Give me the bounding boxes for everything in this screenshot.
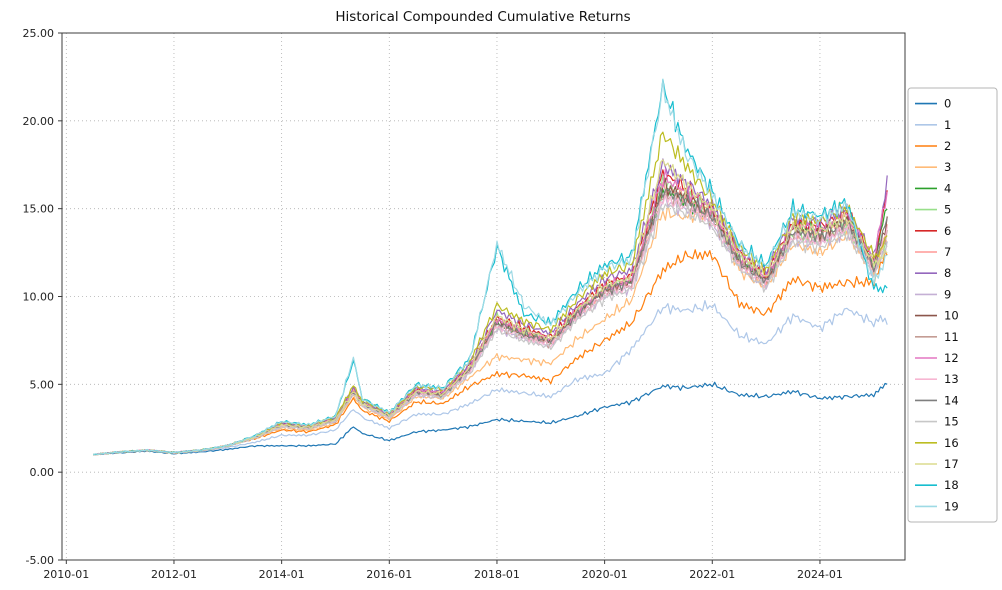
legend-item-8: 8 <box>915 266 951 280</box>
legend-item-11: 11 <box>915 330 959 344</box>
legend-item-label: 18 <box>944 478 959 492</box>
series-19-line <box>92 78 888 456</box>
legend-item-3: 3 <box>915 160 951 174</box>
legend-item-label: 1 <box>944 118 951 132</box>
legend-item-label: 12 <box>944 351 959 365</box>
legend-item-9: 9 <box>915 287 951 301</box>
legend-item-label: 15 <box>944 415 959 429</box>
x-tick-label: 2022-01 <box>689 568 735 581</box>
series-8-line <box>93 158 888 456</box>
y-tick-label: 25.00 <box>23 27 55 40</box>
series-12-line <box>93 168 888 456</box>
series-4-line <box>93 187 888 456</box>
legend-item-19: 19 <box>915 499 959 513</box>
y-tick-label: 0.00 <box>30 466 55 479</box>
legend-item-2: 2 <box>915 139 951 153</box>
y-tick-label: 5.00 <box>30 378 55 391</box>
series-9-line <box>93 194 888 456</box>
legend-item-7: 7 <box>915 245 951 259</box>
legend-item-18: 18 <box>915 478 959 492</box>
legend-item-1: 1 <box>915 118 951 132</box>
legend-item-label: 5 <box>944 203 951 217</box>
chart-title: Historical Compounded Cumulative Returns <box>335 9 630 25</box>
axes: -5.00 0.00 5.00 10.00 15.00 20.00 25.00 2010-01… <box>23 27 906 581</box>
legend-item-label: 10 <box>944 309 959 323</box>
series-16-line <box>93 131 888 456</box>
x-tick-label: 2018-01 <box>474 568 520 581</box>
legend-box <box>907 87 998 523</box>
legend-item-label: 11 <box>944 330 959 344</box>
x-tick-label: 2014-01 <box>259 568 305 581</box>
series-5-line <box>93 174 888 456</box>
series-0-line <box>93 381 888 456</box>
legend-item-label: 2 <box>944 139 951 153</box>
series-10-line <box>93 178 888 456</box>
series-1-line <box>93 300 888 456</box>
legend-item-12: 12 <box>915 351 959 365</box>
series-14-line <box>93 187 888 456</box>
x-tick-label: 2016-01 <box>366 568 412 581</box>
series-13-line <box>93 194 888 456</box>
series-18-line <box>93 78 888 456</box>
legend-item-label: 0 <box>944 97 951 111</box>
legend-item-15: 15 <box>915 415 959 429</box>
y-tick-label: 10.00 <box>23 291 55 304</box>
legend-item-17: 17 <box>915 457 959 471</box>
legend-item-label: 19 <box>944 499 959 513</box>
legend-item-label: 8 <box>944 266 951 280</box>
legend-item-10: 10 <box>915 309 959 323</box>
legend-item-label: 6 <box>944 224 951 238</box>
legend-item-4: 4 <box>915 181 951 195</box>
legend-item-6: 6 <box>915 224 951 238</box>
x-tick-label: 2024-01 <box>797 568 843 581</box>
legend-item-label: 7 <box>944 245 951 259</box>
y-tick-label: 15.00 <box>23 203 55 216</box>
legend-item-5: 5 <box>915 203 951 217</box>
series-lines <box>92 78 888 456</box>
legend-item-label: 3 <box>944 160 951 174</box>
legend-item-label: 14 <box>944 393 959 407</box>
y-tick-label: 20.00 <box>23 115 55 128</box>
legend-item-label: 16 <box>944 436 959 450</box>
plot-border <box>61 32 906 561</box>
series-6-line <box>93 169 888 456</box>
series-17-line <box>93 159 888 456</box>
x-tick-label: 2020-01 <box>582 568 628 581</box>
series-3-line <box>93 203 888 456</box>
series-15-line <box>93 203 888 456</box>
x-tick-label: 2010-01 <box>43 568 89 581</box>
x-tick-label: 2012-01 <box>151 568 197 581</box>
legend-item-13: 13 <box>915 372 959 386</box>
legend-item-label: 4 <box>944 181 951 195</box>
legend-item-0: 0 <box>915 97 951 111</box>
y-tick-label: -5.00 <box>26 554 54 567</box>
legend-item-14: 14 <box>915 393 959 407</box>
legend-item-label: 13 <box>944 372 959 386</box>
legend-item-label: 9 <box>944 287 951 301</box>
legend-item-16: 16 <box>915 436 959 450</box>
legend-item-label: 17 <box>944 457 959 471</box>
